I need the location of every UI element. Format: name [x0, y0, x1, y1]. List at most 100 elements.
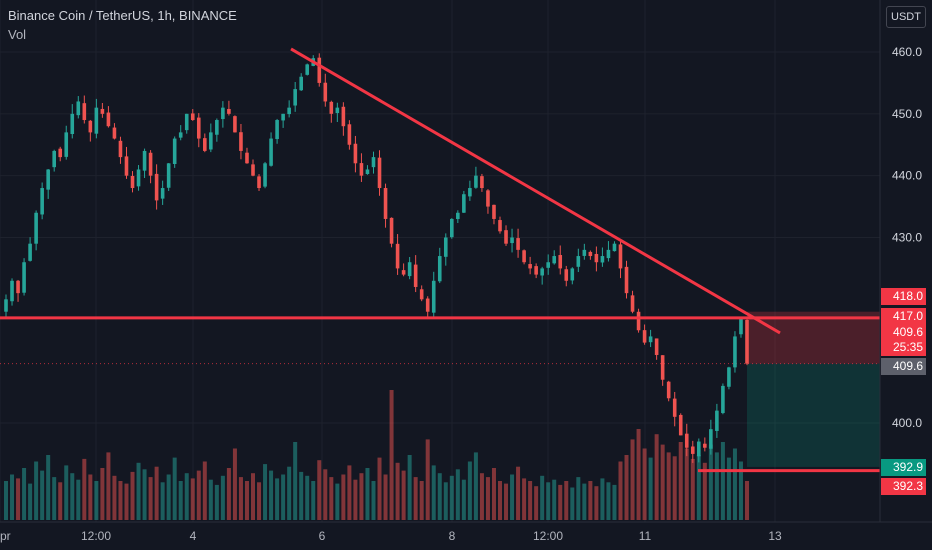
candle-body: [389, 217, 394, 244]
candle-body: [100, 108, 105, 114]
candle-body: [10, 280, 14, 302]
volume-bar: [323, 469, 328, 520]
candle-body: [293, 89, 297, 106]
symbol-title[interactable]: Binance Coin / TetherUS, 1h, BINANCE: [8, 8, 237, 23]
candle-body: [215, 120, 219, 135]
volume-bar: [52, 477, 57, 520]
volume-bar: [630, 439, 635, 520]
volume-bar: [311, 481, 316, 520]
candle-body: [540, 268, 544, 276]
candle-body: [636, 311, 641, 331]
volume-bar: [690, 458, 695, 520]
volume-bar: [666, 452, 671, 520]
volume-bar: [70, 473, 75, 520]
volume-bar: [660, 444, 665, 520]
candle-body: [160, 188, 165, 199]
candle-body: [733, 336, 737, 368]
candle-body: [419, 289, 424, 300]
candle-body: [112, 127, 117, 139]
volume-bar: [413, 477, 418, 520]
trendline[interactable]: [290, 47, 781, 335]
volume-bar: [257, 482, 262, 520]
volume-bar: [552, 479, 557, 520]
x-tick-label: 12:00: [81, 529, 111, 543]
volume-bar: [558, 484, 563, 520]
volume-bar: [208, 479, 213, 520]
candle-body: [64, 132, 69, 157]
candle-body: [600, 256, 605, 263]
candle-body: [347, 124, 352, 145]
candle-body: [648, 336, 653, 343]
volume-bar: [88, 474, 93, 520]
candle-body: [184, 113, 189, 131]
volume-bar: [64, 465, 69, 520]
candle-body: [190, 113, 195, 121]
candle-body: [16, 280, 20, 294]
candle-body: [660, 355, 665, 380]
volume-bar: [329, 477, 334, 520]
drawings[interactable]: [0, 47, 880, 473]
x-tick-label: 12:00: [533, 529, 563, 543]
volume-bar: [624, 455, 629, 520]
take-profit-zone[interactable]: [747, 363, 880, 467]
volume-bar: [473, 452, 478, 520]
x-tick-label: pr: [0, 529, 11, 543]
candle-body: [227, 108, 231, 114]
position-tool[interactable]: [0, 311, 880, 467]
volume-bar: [190, 478, 195, 520]
candle-body: [305, 64, 310, 75]
candle-body: [196, 117, 201, 139]
y-axis[interactable]: 460.0 450.0 440.0 430.0 400.0: [879, 0, 922, 522]
candle-body: [546, 262, 550, 268]
volume-bar: [745, 481, 749, 520]
volume-bar: [365, 468, 370, 520]
volume-bar: [636, 429, 641, 520]
candle-body: [82, 103, 87, 121]
volume-bar: [160, 482, 165, 520]
candle-body: [522, 250, 526, 263]
volume-bar: [154, 466, 159, 520]
candle-body: [594, 253, 599, 263]
volume-bar: [467, 461, 472, 520]
volume-bar: [166, 474, 171, 520]
y-tick-label: 440.0: [892, 169, 922, 183]
price-badge: [881, 288, 926, 305]
currency-button[interactable]: USDT: [886, 6, 926, 28]
candle-body: [431, 280, 436, 313]
volume-bar: [202, 461, 207, 520]
candle-body: [534, 266, 538, 275]
candle-body: [642, 330, 647, 343]
volume-bar: [714, 452, 719, 520]
volume-bar: [76, 479, 81, 520]
volume-bar: [82, 458, 87, 520]
volume-bar: [178, 481, 183, 520]
volume-bar: [528, 481, 533, 520]
candle-body: [118, 140, 123, 158]
candle-body: [437, 256, 442, 282]
volume-bar: [124, 483, 129, 520]
candle-body: [630, 295, 635, 312]
candle-body: [275, 120, 279, 140]
volume-bar: [443, 482, 448, 520]
volume-bar: [461, 479, 466, 520]
volume-indicator-label[interactable]: Vol: [8, 27, 27, 42]
volume-bar: [600, 478, 605, 520]
volume-bar: [594, 486, 599, 520]
price-badge-label: 417.0: [893, 309, 923, 323]
candle-body: [263, 163, 267, 187]
candle-body: [739, 317, 743, 335]
volume-bar: [419, 481, 424, 520]
candle-body: [88, 120, 93, 133]
volume-bar: [510, 474, 515, 520]
stop-loss-zone[interactable]: [747, 311, 880, 364]
volume-bar: [389, 390, 394, 520]
x-axis[interactable]: pr 12:00 4 6 8 12:00 11 13: [0, 521, 932, 543]
y-tick-label: 400.0: [892, 416, 922, 430]
volume-bar: [522, 478, 527, 520]
candle-body: [624, 266, 629, 294]
candle-body: [576, 256, 581, 267]
volume-bar: [708, 444, 713, 520]
candle-body: [612, 243, 617, 252]
